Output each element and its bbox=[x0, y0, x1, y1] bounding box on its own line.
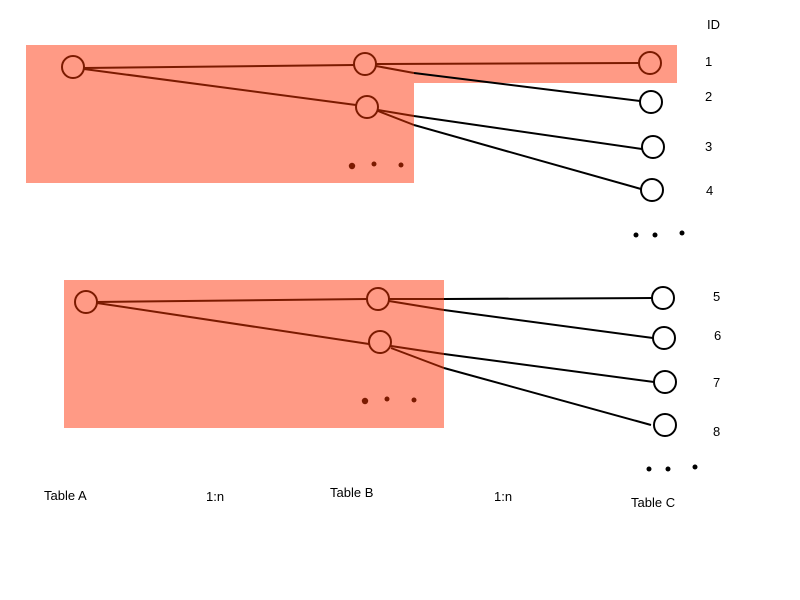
ellipsis-dot bbox=[398, 162, 404, 168]
highlight-regions bbox=[26, 45, 677, 428]
table-c-node-id-2 bbox=[639, 90, 663, 114]
table-c-node-id-4 bbox=[640, 178, 664, 202]
id-label-6: 6 bbox=[714, 328, 722, 343]
edge-b4-c8-red bbox=[390, 347, 445, 369]
edge-b2-c3 bbox=[413, 115, 643, 150]
edge-b1-c2 bbox=[413, 72, 641, 102]
group-1-highlight bbox=[26, 45, 677, 183]
edge-b2-c4 bbox=[413, 124, 642, 190]
ellipsis-dot bbox=[371, 161, 377, 167]
relationship-edges bbox=[83, 62, 655, 426]
edge-a1-b1 bbox=[83, 64, 355, 69]
edge-b4-c7-red bbox=[390, 345, 445, 355]
table-c-node-id-8 bbox=[653, 413, 677, 437]
edge-a1-b2 bbox=[83, 68, 357, 106]
id-column-header: ID bbox=[707, 17, 720, 32]
id-label-5: 5 bbox=[713, 289, 721, 304]
edge-b2-c4-red bbox=[377, 110, 415, 126]
ellipsis-dot bbox=[361, 397, 369, 405]
id-label-4: 4 bbox=[706, 183, 714, 198]
edge-a2-b4 bbox=[96, 302, 370, 345]
edge-a2-b3 bbox=[96, 298, 368, 303]
id-label-2: 2 bbox=[705, 89, 713, 104]
edge-b1-c1 bbox=[375, 62, 640, 65]
ellipsis-dot bbox=[348, 162, 356, 170]
edge-b3-c5 bbox=[443, 297, 653, 300]
table-b-label: Table B bbox=[330, 485, 374, 500]
table-a-label: Table A bbox=[44, 488, 87, 503]
table-b-node-3 bbox=[366, 287, 390, 311]
continuation-ellipses bbox=[348, 161, 698, 472]
table-b-node-1 bbox=[353, 52, 377, 76]
table-c-node-id-7 bbox=[653, 370, 677, 394]
edge-b3-c6-red bbox=[388, 300, 445, 311]
id-label-7: 7 bbox=[713, 375, 721, 390]
table-a-node-group-1 bbox=[61, 55, 85, 79]
ellipsis-dot bbox=[646, 466, 652, 472]
edge-b4-c7 bbox=[443, 353, 655, 383]
relation-bc-label: 1:n bbox=[494, 489, 513, 504]
ellipsis-dot bbox=[633, 232, 639, 238]
edge-b1-c2-red bbox=[375, 65, 415, 74]
ellipsis-group-2-table-c bbox=[646, 464, 698, 472]
ellipsis-dot bbox=[384, 396, 390, 402]
ellipsis-dot bbox=[679, 230, 685, 236]
table-c-node-id-6 bbox=[652, 326, 676, 350]
edge-b4-c8 bbox=[443, 367, 652, 426]
table-c-node-id-3 bbox=[641, 135, 665, 159]
record-nodes bbox=[61, 51, 677, 437]
table-b-node-2 bbox=[355, 95, 379, 119]
table-c-node-id-1 bbox=[638, 51, 662, 75]
edge-b3-c6 bbox=[443, 309, 654, 339]
id-label-1: 1 bbox=[705, 54, 713, 69]
table-c-node-id-5 bbox=[651, 286, 675, 310]
ellipsis-dot bbox=[665, 466, 671, 472]
ellipsis-group-2-table-b bbox=[361, 396, 417, 405]
relation-ab-label: 1:n bbox=[206, 489, 225, 504]
ellipsis-group-1-table-c bbox=[633, 230, 685, 238]
table-b-node-4 bbox=[368, 330, 392, 354]
table-a-node-group-2 bbox=[74, 290, 98, 314]
ellipsis-group-1-table-b bbox=[348, 161, 404, 170]
id-label-3: 3 bbox=[705, 139, 713, 154]
ellipsis-dot bbox=[652, 232, 658, 238]
group-2-highlight bbox=[64, 280, 444, 428]
ellipsis-dot bbox=[411, 397, 417, 403]
ellipsis-dot bbox=[692, 464, 698, 470]
id-label-8: 8 bbox=[713, 424, 721, 439]
edge-b2-c3-red bbox=[377, 109, 415, 117]
table-c-label: Table C bbox=[631, 495, 676, 510]
